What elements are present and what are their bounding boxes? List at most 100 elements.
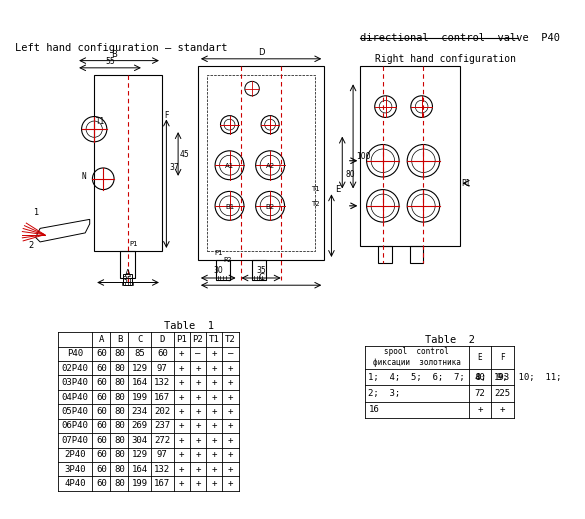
Text: –: – — [228, 349, 233, 358]
Text: F: F — [500, 353, 505, 362]
Text: 193: 193 — [494, 373, 511, 381]
Text: P2: P2 — [223, 257, 232, 263]
Text: 03P40: 03P40 — [62, 378, 89, 387]
Text: 60: 60 — [96, 378, 107, 387]
Text: 167: 167 — [154, 479, 170, 488]
Text: C: C — [137, 335, 143, 344]
Text: P1: P1 — [129, 241, 138, 248]
Text: Right hand configuration: Right hand configuration — [376, 54, 517, 64]
Text: +: + — [212, 436, 217, 445]
Text: 237: 237 — [154, 421, 170, 430]
Text: 4P40: 4P40 — [64, 479, 86, 488]
Text: 60: 60 — [96, 364, 107, 373]
Text: 199: 199 — [132, 479, 148, 488]
Text: +: + — [212, 349, 217, 358]
Text: E: E — [335, 185, 340, 194]
Text: P1: P1 — [462, 179, 471, 188]
Text: A: A — [125, 269, 130, 278]
Text: +: + — [212, 392, 217, 402]
Text: directional  control  valve  P40: directional control valve P40 — [360, 33, 560, 43]
Text: 164: 164 — [132, 465, 148, 474]
Bar — [121, 251, 135, 278]
Text: P1: P1 — [214, 251, 223, 256]
Text: 202: 202 — [154, 407, 170, 416]
Text: 132: 132 — [154, 378, 170, 387]
Text: +: + — [195, 479, 201, 488]
Text: +: + — [179, 450, 184, 459]
Text: T2: T2 — [311, 201, 319, 207]
Text: +: + — [195, 378, 201, 387]
Text: 60: 60 — [96, 407, 107, 416]
Text: Table  2: Table 2 — [425, 335, 476, 345]
Text: +: + — [195, 465, 201, 474]
Text: T1: T1 — [96, 117, 105, 127]
Text: D: D — [258, 48, 264, 57]
Text: 37: 37 — [169, 162, 179, 172]
Text: 304: 304 — [132, 436, 148, 445]
Bar — [207, 75, 315, 251]
Text: 3P40: 3P40 — [64, 465, 86, 474]
Text: F: F — [164, 111, 169, 120]
Text: –: – — [195, 349, 201, 358]
Text: A: A — [99, 335, 104, 344]
Text: +: + — [179, 349, 184, 358]
Text: +: + — [228, 364, 233, 373]
Text: +: + — [179, 479, 184, 488]
Text: +: + — [228, 450, 233, 459]
Text: B: B — [117, 335, 122, 344]
Text: A2: A2 — [266, 163, 275, 169]
Text: 04P40: 04P40 — [62, 392, 89, 402]
Text: 97: 97 — [157, 364, 168, 373]
Bar — [360, 66, 459, 247]
Bar — [94, 75, 162, 251]
Text: 2: 2 — [29, 241, 33, 250]
Text: 60: 60 — [96, 421, 107, 430]
Text: 132: 132 — [154, 465, 170, 474]
Text: E: E — [477, 353, 482, 362]
Text: +: + — [212, 407, 217, 416]
Text: 167: 167 — [154, 392, 170, 402]
Text: 80: 80 — [114, 479, 125, 488]
Text: 80: 80 — [114, 465, 125, 474]
Text: +: + — [212, 421, 217, 430]
Text: spool  control
фиксации  золотника: spool control фиксации золотника — [373, 347, 460, 367]
Text: 80: 80 — [114, 392, 125, 402]
Text: +: + — [212, 364, 217, 373]
Text: +: + — [228, 421, 233, 430]
Text: 129: 129 — [132, 450, 148, 459]
Text: +: + — [228, 465, 233, 474]
Text: 80: 80 — [346, 170, 356, 179]
Text: 1: 1 — [33, 208, 38, 217]
Text: 80: 80 — [114, 450, 125, 459]
Bar — [410, 247, 424, 263]
Text: +: + — [195, 392, 201, 402]
Text: +: + — [195, 436, 201, 445]
Text: D: D — [160, 335, 165, 344]
Text: 06P40: 06P40 — [62, 421, 89, 430]
Text: +: + — [179, 407, 184, 416]
Text: +: + — [179, 436, 184, 445]
Text: +: + — [228, 378, 233, 387]
Text: +: + — [228, 392, 233, 402]
Text: 35: 35 — [256, 266, 266, 275]
Text: 55: 55 — [105, 57, 115, 66]
Text: +: + — [179, 378, 184, 387]
Text: 45: 45 — [180, 150, 190, 159]
Text: 1;  4;  5;  6;  7;  8;  9;  10;  11;: 1; 4; 5; 6; 7; 8; 9; 10; 11; — [369, 373, 562, 381]
Text: 97: 97 — [157, 450, 168, 459]
Bar — [252, 260, 266, 280]
Text: +: + — [179, 421, 184, 430]
Bar — [123, 275, 132, 285]
Text: +: + — [228, 407, 233, 416]
Text: 07P40: 07P40 — [62, 436, 89, 445]
Text: +: + — [212, 450, 217, 459]
Text: 60: 60 — [96, 349, 107, 358]
Text: P40: P40 — [67, 349, 83, 358]
Text: 05P40: 05P40 — [62, 407, 89, 416]
Text: +: + — [179, 465, 184, 474]
Text: 2;  3;: 2; 3; — [369, 389, 401, 398]
Text: +: + — [477, 405, 483, 414]
Text: 60: 60 — [96, 450, 107, 459]
Text: P1: P1 — [176, 335, 187, 344]
Text: 100: 100 — [357, 152, 371, 161]
